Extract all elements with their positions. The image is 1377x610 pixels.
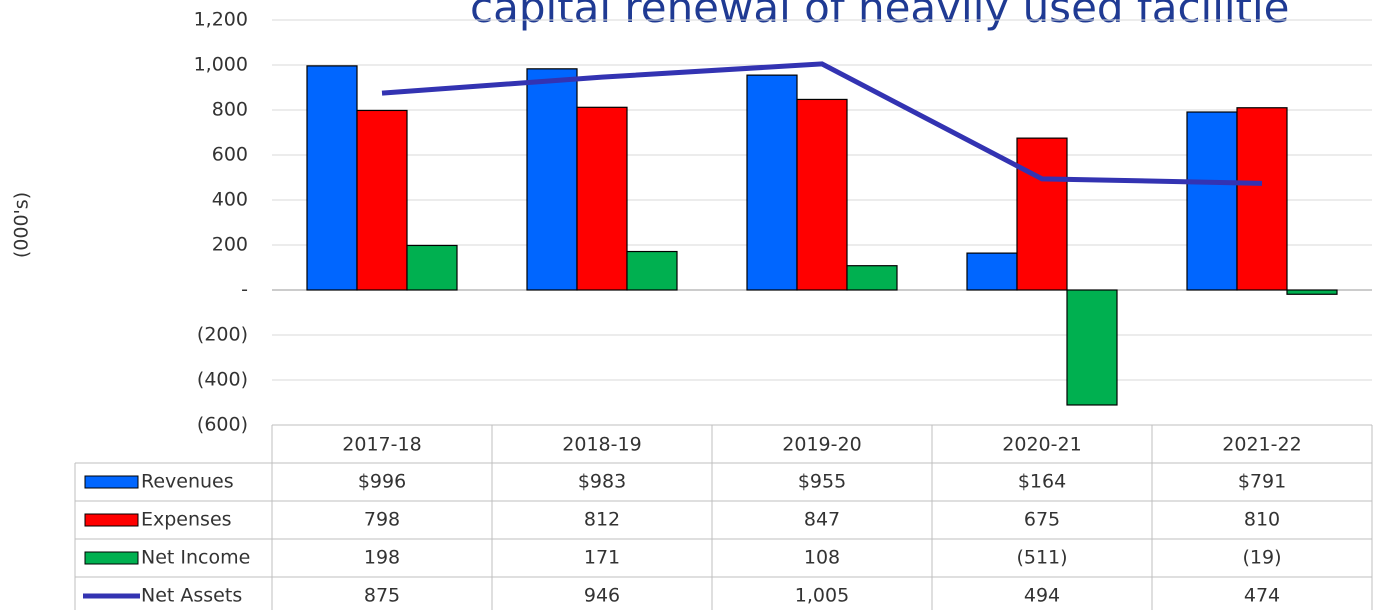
y-tick-label: 600	[212, 144, 248, 166]
table-cell: 810	[1244, 509, 1280, 531]
x-tick-label: 2020-21	[1002, 434, 1081, 456]
bar	[576, 106, 628, 291]
table-cell: 847	[804, 509, 840, 531]
table-cell: $791	[1238, 471, 1286, 493]
legend-label: Net Assets	[141, 585, 242, 607]
table-cell: 198	[364, 547, 400, 569]
legend-key	[84, 551, 139, 565]
x-tick-label: 2017-18	[342, 434, 421, 456]
bar	[306, 65, 358, 291]
y-tick-label: -	[241, 279, 248, 301]
bar	[1236, 107, 1288, 291]
table-cell: 171	[584, 547, 620, 569]
table-cell: 946	[584, 585, 620, 607]
x-tick-label: 2019-20	[782, 434, 861, 456]
bar	[356, 109, 408, 291]
chart-title: capital renewal of heavily used faciliti…	[470, 0, 1290, 32]
bar	[626, 250, 678, 291]
bar	[846, 265, 898, 291]
table-cell: (511)	[1016, 547, 1067, 569]
table-cell: 1,005	[795, 585, 849, 607]
legend-label: Expenses	[141, 509, 232, 531]
y-tick-label: 800	[212, 99, 248, 121]
table-cell: 875	[364, 585, 400, 607]
table-cell: 812	[584, 509, 620, 531]
bar	[1016, 137, 1068, 291]
legend-key	[84, 513, 139, 527]
table-cell: 798	[364, 509, 400, 531]
table-cell: 675	[1024, 509, 1060, 531]
table-cell: (19)	[1242, 547, 1281, 569]
bar	[406, 244, 458, 291]
y-tick-label: 200	[212, 234, 248, 256]
y-tick-label: 1,000	[194, 54, 248, 76]
legend-label: Revenues	[141, 471, 234, 493]
table-cell: 474	[1244, 585, 1280, 607]
legend-label: Net Income	[141, 547, 250, 569]
bar	[1066, 289, 1118, 406]
line	[381, 61, 1263, 186]
table-cell: $983	[578, 471, 626, 493]
table-cell: 108	[804, 547, 840, 569]
table-cell: $955	[798, 471, 846, 493]
y-tick-label: 400	[212, 189, 248, 211]
table-cell: $996	[358, 471, 406, 493]
x-tick-label: 2018-19	[562, 434, 641, 456]
bar	[746, 74, 798, 291]
bar	[966, 252, 1018, 291]
x-tick-label: 2021-22	[1222, 434, 1301, 456]
bar	[526, 68, 578, 291]
table-cell: $164	[1018, 471, 1066, 493]
bar	[796, 98, 848, 291]
y-axis-label: (000's)	[11, 192, 33, 258]
bar	[1286, 289, 1338, 295]
y-tick-label: (400)	[197, 369, 248, 391]
bar	[1186, 111, 1238, 291]
y-tick-label: 1,200	[194, 9, 248, 31]
table-cell: 494	[1024, 585, 1060, 607]
y-tick-label: (600)	[197, 414, 248, 436]
y-tick-label: (200)	[197, 324, 248, 346]
legend-key	[84, 475, 139, 489]
